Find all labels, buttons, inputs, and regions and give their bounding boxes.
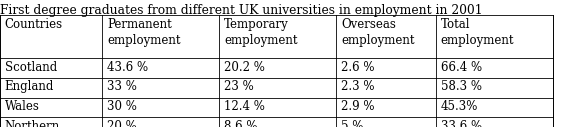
Text: 20.2 %: 20.2 % bbox=[224, 61, 265, 74]
Text: 2.6 %: 2.6 % bbox=[341, 61, 374, 74]
Text: England: England bbox=[5, 80, 54, 93]
Text: Countries: Countries bbox=[5, 18, 63, 30]
Text: 12.4 %: 12.4 % bbox=[224, 100, 265, 113]
Text: 58.3 %: 58.3 % bbox=[441, 80, 481, 93]
Text: First degree graduates from different UK universities in employment in 2001: First degree graduates from different UK… bbox=[0, 4, 483, 17]
Text: 20 %: 20 % bbox=[107, 120, 137, 127]
Text: 43.6 %: 43.6 % bbox=[107, 61, 148, 74]
Text: 2.3 %: 2.3 % bbox=[341, 80, 374, 93]
Text: Permanent
employment: Permanent employment bbox=[107, 18, 181, 46]
Text: 23 %: 23 % bbox=[224, 80, 254, 93]
Text: 5 %: 5 % bbox=[341, 120, 363, 127]
Text: 33.6 %: 33.6 % bbox=[441, 120, 481, 127]
Text: Overseas
employment: Overseas employment bbox=[341, 18, 415, 46]
Text: 33 %: 33 % bbox=[107, 80, 137, 93]
Text: Temporary
employment: Temporary employment bbox=[224, 18, 298, 46]
Text: 30 %: 30 % bbox=[107, 100, 137, 113]
Text: 8.6 %: 8.6 % bbox=[224, 120, 257, 127]
Text: Scotland: Scotland bbox=[5, 61, 57, 74]
Text: Northern
Ireland: Northern Ireland bbox=[5, 120, 60, 127]
Text: 2.9 %: 2.9 % bbox=[341, 100, 374, 113]
Text: 45.3%: 45.3% bbox=[441, 100, 478, 113]
Text: 66.4 %: 66.4 % bbox=[441, 61, 481, 74]
Text: Total
employment: Total employment bbox=[441, 18, 514, 46]
Text: Wales: Wales bbox=[5, 100, 40, 113]
